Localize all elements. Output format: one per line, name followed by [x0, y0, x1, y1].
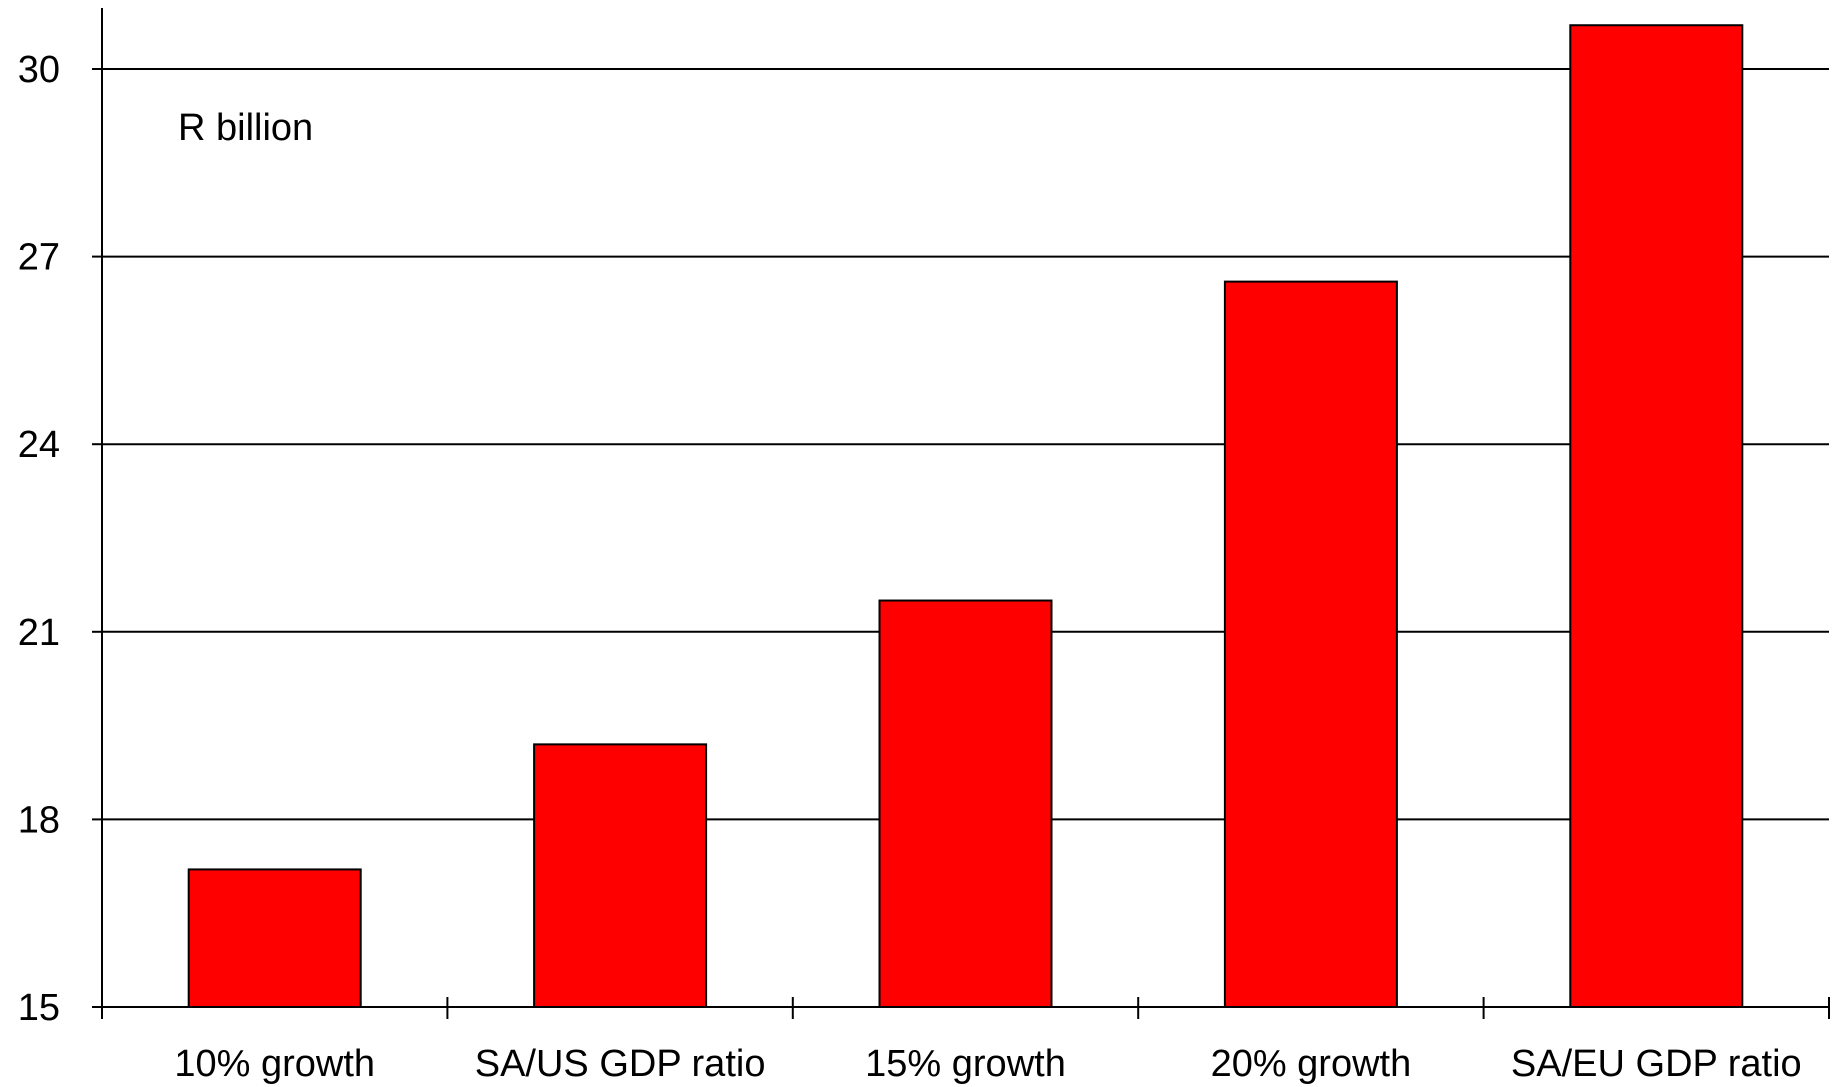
y-tick-label: 18 [18, 799, 60, 841]
unit-label: R billion [178, 107, 313, 149]
bar-10-growth [187, 868, 362, 1009]
x-category-label: 15% growth [865, 1043, 1066, 1085]
y-tick-label: 24 [18, 424, 60, 466]
y-tick-label: 27 [18, 237, 60, 279]
bar-sa-us-gdp-ratio [533, 743, 708, 1008]
axes [92, 8, 1830, 1019]
x-category-label: 20% growth [1211, 1043, 1412, 1085]
y-tick-label: 30 [18, 49, 60, 91]
bar-sa-eu-gdp-ratio [1569, 24, 1744, 1008]
y-tick-label: 15 [18, 987, 60, 1029]
bar-20-growth [1223, 280, 1398, 1008]
labels: 15 18 21 24 27 30 10% growth SA/US GDP ratio 15%… [18, 49, 1802, 1085]
bar-15-growth [878, 599, 1053, 1008]
x-category-label: SA/US GDP ratio [475, 1043, 766, 1085]
gridlines [102, 68, 1829, 821]
y-tick-label: 21 [18, 612, 60, 654]
x-category-label: SA/EU GDP ratio [1511, 1043, 1802, 1085]
bars [187, 24, 1744, 1009]
x-category-label: 10% growth [174, 1043, 375, 1085]
